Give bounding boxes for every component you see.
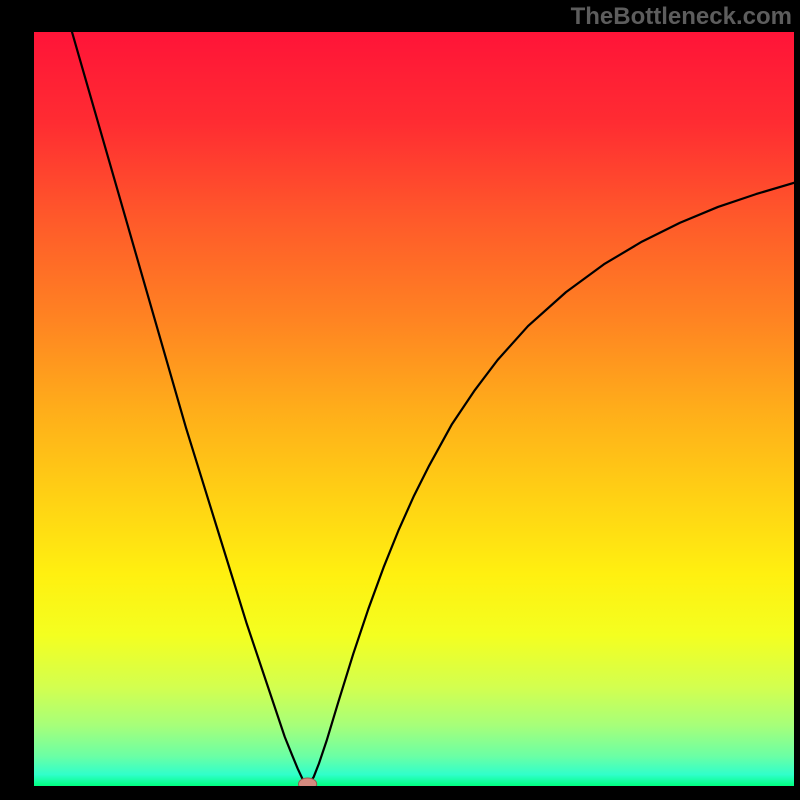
min-marker xyxy=(298,778,316,786)
gradient-bg xyxy=(34,32,794,786)
chart-frame: TheBottleneck.com xyxy=(0,0,800,800)
plot-area xyxy=(34,32,794,786)
chart-svg xyxy=(34,32,794,786)
watermark-text: TheBottleneck.com xyxy=(571,3,792,31)
